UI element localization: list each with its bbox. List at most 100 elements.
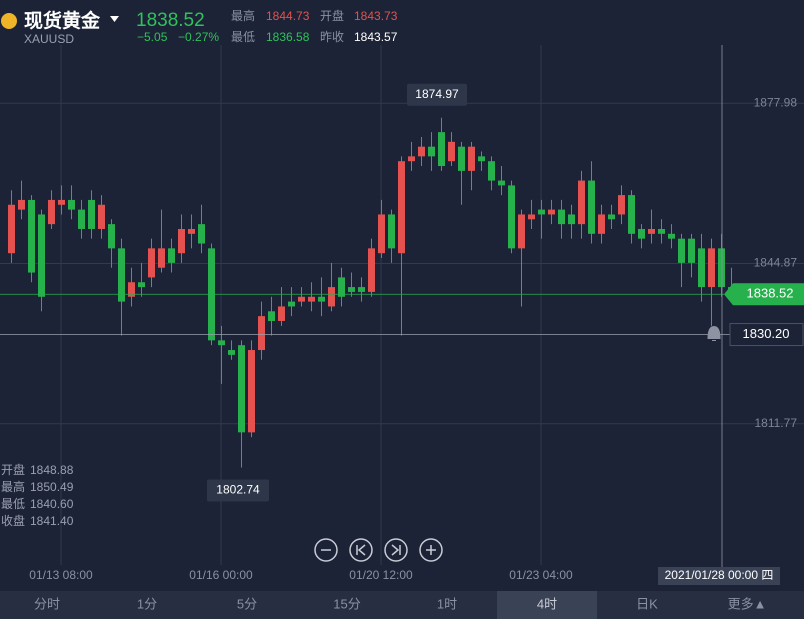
candle-body xyxy=(418,146,425,157)
alert-tag xyxy=(729,323,804,347)
candle-body xyxy=(568,214,575,225)
zoom-out[interactable] xyxy=(314,538,338,562)
candle-body xyxy=(638,228,645,239)
candle-body xyxy=(688,238,695,263)
candle-body xyxy=(358,287,365,292)
x-tick-label: 01/16 00:00 xyxy=(189,568,253,582)
candle-body xyxy=(558,209,565,225)
candle-body xyxy=(188,228,195,234)
candle-body xyxy=(228,350,235,355)
candle-body xyxy=(298,296,305,302)
ohlc-value: 1850.49 xyxy=(30,480,74,494)
tab[interactable]: 5分 xyxy=(237,596,257,611)
candle-body xyxy=(478,156,485,162)
next[interactable] xyxy=(384,538,408,562)
candle-body xyxy=(648,228,655,234)
dropdown-arrow[interactable] xyxy=(110,16,119,22)
ohlc-value: 1840.60 xyxy=(30,497,74,511)
stat-label: 最低 xyxy=(231,30,255,44)
price-tag-text: 1838.52 xyxy=(747,286,794,301)
candle-body xyxy=(278,306,285,321)
candle-body xyxy=(488,161,495,181)
y-tick-label: 1877.98 xyxy=(754,95,798,109)
candle-body xyxy=(118,248,125,302)
candle-body xyxy=(168,248,175,263)
ohlc-label: 最高 xyxy=(1,479,25,494)
candle-body xyxy=(248,350,255,433)
candle-body xyxy=(78,209,85,229)
candle-body xyxy=(88,199,95,229)
tab[interactable]: 4时 xyxy=(537,596,557,611)
candle-body xyxy=(48,199,55,225)
candle-body xyxy=(528,214,535,220)
stat-value: 1843.73 xyxy=(354,9,398,23)
stat-value: 1844.73 xyxy=(266,9,310,23)
candle-body xyxy=(368,248,375,292)
candle-body xyxy=(458,146,465,171)
candle-body xyxy=(268,311,275,321)
ohlc-label: 收盘 xyxy=(1,513,25,528)
candle-body xyxy=(678,238,685,263)
candle-body xyxy=(28,199,35,273)
candle-body xyxy=(588,180,595,234)
alert-tag-text: 1830.20 xyxy=(743,326,790,341)
candle-body xyxy=(388,214,395,249)
candle-body xyxy=(238,345,245,433)
y-tick-label: 1811.77 xyxy=(755,416,798,430)
x-tick-label: 01/13 08:00 xyxy=(29,568,93,582)
candle-body xyxy=(198,224,205,244)
tab[interactable]: 1时 xyxy=(437,596,457,611)
crosshair-box xyxy=(658,567,780,585)
tab[interactable]: 1分 xyxy=(137,596,157,611)
candle-body xyxy=(668,233,675,239)
stat-value: 1836.58 xyxy=(266,30,310,44)
candle-body xyxy=(138,282,145,288)
candle-body xyxy=(8,204,15,254)
candle-body xyxy=(68,199,75,210)
stat-label: 最高 xyxy=(231,8,255,23)
candle-body xyxy=(98,204,105,229)
ohlc-label: 最低 xyxy=(1,497,25,511)
candle-body xyxy=(378,214,385,254)
low-label: 1802.74 xyxy=(216,483,260,497)
change-pct: −0.27% xyxy=(178,30,219,44)
candle-body xyxy=(308,296,315,302)
candle-body xyxy=(338,277,345,297)
candle-body xyxy=(448,141,455,162)
candle-body xyxy=(108,224,115,249)
candle-body xyxy=(618,195,625,215)
label-box xyxy=(207,479,269,502)
candle-body xyxy=(658,228,665,234)
zoom-in[interactable] xyxy=(419,538,443,562)
x-tick-label: 01/20 12:00 xyxy=(349,568,413,582)
candle-body xyxy=(578,180,585,225)
candle-body xyxy=(518,214,525,249)
tab[interactable]: 日K xyxy=(636,596,658,611)
candle-body xyxy=(58,199,65,205)
tab[interactable]: 分时 xyxy=(34,596,60,611)
x-tick-label: 01/23 04:00 xyxy=(509,568,573,582)
tab-bar xyxy=(0,591,804,619)
stat-label: 开盘 xyxy=(320,8,344,23)
candle-body xyxy=(158,248,165,268)
candle-body xyxy=(548,209,555,215)
candle-body xyxy=(408,156,415,162)
high-label: 1874.97 xyxy=(415,87,459,101)
candle-body xyxy=(718,248,725,288)
change: −5.05 xyxy=(137,30,168,44)
candle-body xyxy=(398,161,405,254)
candle-body xyxy=(438,132,445,167)
ohlc-value: 1848.88 xyxy=(30,463,74,477)
price-tag xyxy=(724,283,804,306)
tab[interactable]: 更多▲ xyxy=(728,596,767,611)
tab[interactable]: 15分 xyxy=(333,596,360,611)
candle-body xyxy=(708,248,715,288)
candle-body xyxy=(698,248,705,288)
candle-body xyxy=(428,146,435,157)
stat-label: 昨收 xyxy=(320,30,344,44)
candle-body xyxy=(218,340,225,346)
prev[interactable] xyxy=(349,538,373,562)
stat-value: 1843.57 xyxy=(354,30,398,44)
candle-body xyxy=(178,228,185,254)
candle-body xyxy=(288,301,295,307)
